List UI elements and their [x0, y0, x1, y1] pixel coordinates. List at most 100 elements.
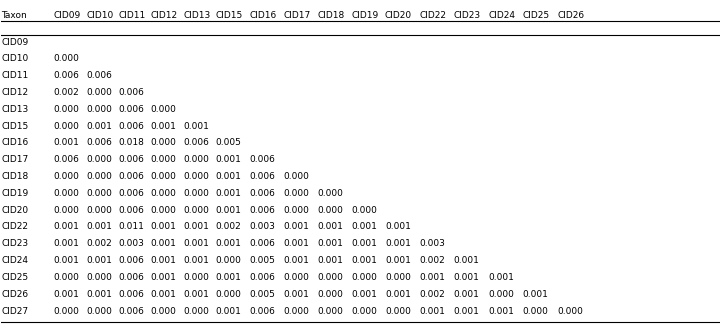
- Text: 0.000: 0.000: [183, 273, 209, 282]
- Text: 0.000: 0.000: [183, 189, 209, 198]
- Text: 0.006: 0.006: [118, 105, 144, 114]
- Text: CID20: CID20: [1, 206, 29, 215]
- Text: 0.001: 0.001: [216, 239, 242, 248]
- Text: CID23: CID23: [1, 239, 29, 248]
- Text: 0.001: 0.001: [385, 290, 411, 299]
- Text: 0.001: 0.001: [151, 273, 177, 282]
- Text: 0.006: 0.006: [54, 155, 80, 164]
- Text: 0.001: 0.001: [351, 222, 377, 231]
- Text: 0.000: 0.000: [151, 306, 177, 316]
- Text: CID24: CID24: [1, 256, 28, 265]
- Text: 0.001: 0.001: [385, 239, 411, 248]
- Text: 0.000: 0.000: [183, 155, 209, 164]
- Text: 0.001: 0.001: [54, 239, 80, 248]
- Text: Taxon: Taxon: [1, 11, 27, 20]
- Text: 0.001: 0.001: [420, 306, 446, 316]
- Text: CID18: CID18: [1, 172, 29, 181]
- Text: 0.006: 0.006: [118, 273, 144, 282]
- Text: 0.000: 0.000: [523, 306, 549, 316]
- Text: 0.000: 0.000: [54, 172, 80, 181]
- Text: CID26: CID26: [1, 290, 29, 299]
- Text: 0.001: 0.001: [216, 306, 242, 316]
- Text: 0.005: 0.005: [249, 290, 275, 299]
- Text: 0.001: 0.001: [183, 256, 209, 265]
- Text: 0.001: 0.001: [283, 256, 309, 265]
- Text: CID25: CID25: [1, 273, 29, 282]
- Text: 0.006: 0.006: [118, 172, 144, 181]
- Text: CID24: CID24: [488, 11, 516, 20]
- Text: 0.006: 0.006: [118, 290, 144, 299]
- Text: 0.002: 0.002: [420, 256, 445, 265]
- Text: 0.002: 0.002: [420, 290, 445, 299]
- Text: 0.001: 0.001: [351, 256, 377, 265]
- Text: 0.000: 0.000: [151, 172, 177, 181]
- Text: CID15: CID15: [216, 11, 243, 20]
- Text: 0.006: 0.006: [118, 122, 144, 131]
- Text: 0.002: 0.002: [216, 222, 241, 231]
- Text: 0.000: 0.000: [216, 290, 242, 299]
- Text: CID26: CID26: [557, 11, 585, 20]
- Text: 0.000: 0.000: [151, 189, 177, 198]
- Text: 0.000: 0.000: [54, 189, 80, 198]
- Text: 0.001: 0.001: [54, 256, 80, 265]
- Text: 0.005: 0.005: [216, 139, 242, 147]
- Text: 0.001: 0.001: [351, 290, 377, 299]
- Text: 0.000: 0.000: [283, 306, 309, 316]
- Text: 0.006: 0.006: [118, 88, 144, 97]
- Text: 0.001: 0.001: [216, 155, 242, 164]
- Text: CID20: CID20: [385, 11, 412, 20]
- Text: 0.001: 0.001: [151, 290, 177, 299]
- Text: 0.000: 0.000: [351, 206, 377, 215]
- Text: 0.000: 0.000: [86, 206, 112, 215]
- Text: 0.000: 0.000: [151, 206, 177, 215]
- Text: CID13: CID13: [1, 105, 29, 114]
- Text: 0.006: 0.006: [249, 306, 275, 316]
- Text: 0.001: 0.001: [385, 256, 411, 265]
- Text: CID12: CID12: [151, 11, 178, 20]
- Text: 0.001: 0.001: [454, 306, 479, 316]
- Text: 0.006: 0.006: [249, 155, 275, 164]
- Text: 0.000: 0.000: [151, 105, 177, 114]
- Text: 0.000: 0.000: [557, 306, 583, 316]
- Text: 0.006: 0.006: [183, 139, 209, 147]
- Text: CID15: CID15: [1, 122, 29, 131]
- Text: 0.001: 0.001: [351, 239, 377, 248]
- Text: 0.000: 0.000: [54, 273, 80, 282]
- Text: 0.000: 0.000: [351, 306, 377, 316]
- Text: 0.001: 0.001: [216, 189, 242, 198]
- Text: 0.001: 0.001: [454, 273, 479, 282]
- Text: 0.001: 0.001: [151, 239, 177, 248]
- Text: CID18: CID18: [317, 11, 345, 20]
- Text: 0.003: 0.003: [420, 239, 446, 248]
- Text: 0.000: 0.000: [317, 206, 343, 215]
- Text: 0.001: 0.001: [488, 273, 514, 282]
- Text: 0.000: 0.000: [283, 206, 309, 215]
- Text: 0.000: 0.000: [54, 122, 80, 131]
- Text: CID19: CID19: [1, 189, 29, 198]
- Text: 0.000: 0.000: [54, 206, 80, 215]
- Text: 0.001: 0.001: [216, 206, 242, 215]
- Text: 0.000: 0.000: [86, 88, 112, 97]
- Text: 0.006: 0.006: [249, 273, 275, 282]
- Text: 0.006: 0.006: [249, 189, 275, 198]
- Text: 0.006: 0.006: [249, 172, 275, 181]
- Text: 0.001: 0.001: [183, 290, 209, 299]
- Text: 0.000: 0.000: [86, 189, 112, 198]
- Text: 0.000: 0.000: [54, 54, 80, 63]
- Text: 0.001: 0.001: [420, 273, 446, 282]
- Text: 0.000: 0.000: [216, 256, 242, 265]
- Text: 0.000: 0.000: [488, 290, 514, 299]
- Text: 0.000: 0.000: [283, 189, 309, 198]
- Text: 0.000: 0.000: [86, 105, 112, 114]
- Text: 0.001: 0.001: [86, 222, 112, 231]
- Text: 0.001: 0.001: [523, 290, 549, 299]
- Text: CID19: CID19: [351, 11, 379, 20]
- Text: 0.001: 0.001: [454, 290, 479, 299]
- Text: CID27: CID27: [1, 306, 29, 316]
- Text: 0.000: 0.000: [86, 155, 112, 164]
- Text: 0.006: 0.006: [86, 139, 112, 147]
- Text: CID10: CID10: [1, 54, 29, 63]
- Text: 0.000: 0.000: [86, 306, 112, 316]
- Text: 0.000: 0.000: [283, 172, 309, 181]
- Text: 0.001: 0.001: [385, 222, 411, 231]
